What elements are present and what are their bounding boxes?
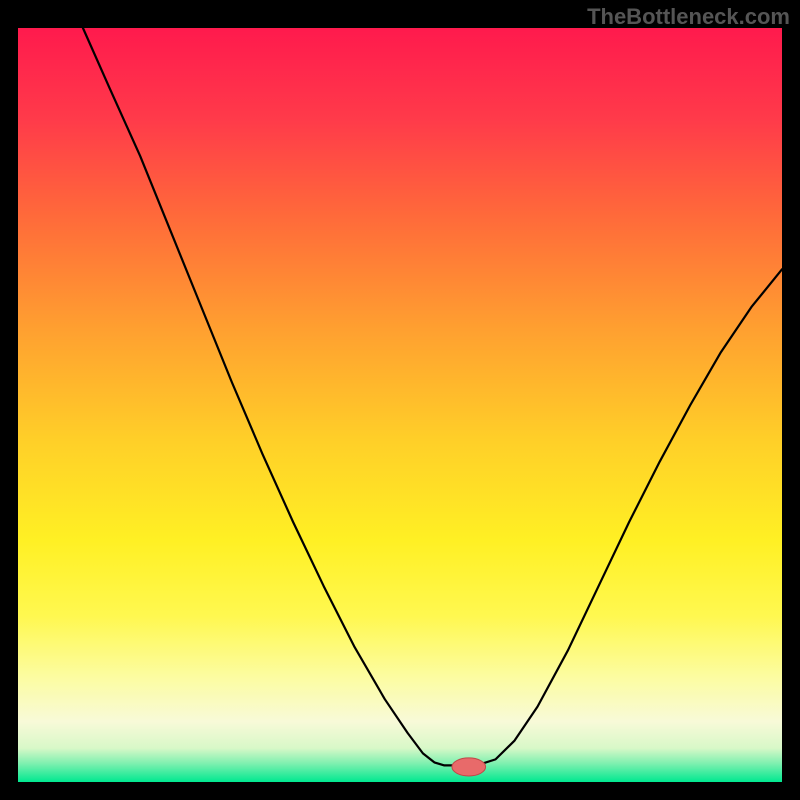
watermark-text: TheBottleneck.com xyxy=(587,4,790,30)
optimal-marker xyxy=(452,758,486,776)
chart-svg xyxy=(0,0,800,800)
bottleneck-chart: TheBottleneck.com xyxy=(0,0,800,800)
